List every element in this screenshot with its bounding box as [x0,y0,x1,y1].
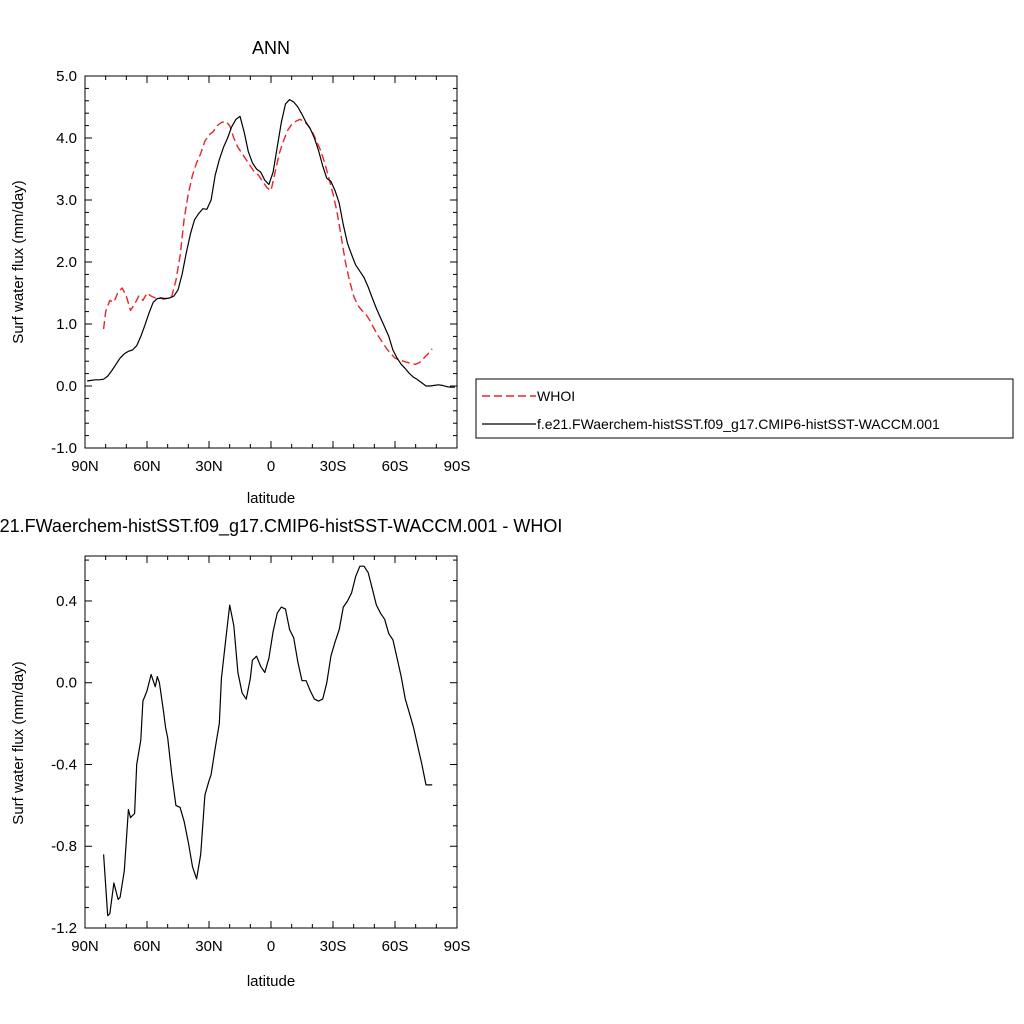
top-panel-series-line-model [87,98,455,388]
bottom-panel-x-tick-label: 30S [320,938,347,955]
bottom-panel: f.e21.FWaerchem-histSST.f09_g17.CMIP6-hi… [0,516,562,990]
top-panel-frame [84,75,458,449]
legend-box [475,378,1014,439]
bottom-panel-axes: 90N 60N 30N 0 30S 60S 90S -1.2 -0.8 -0.4 0.0 0.4 [51,556,470,955]
top-panel-y-tick-label: 4.0 [56,130,77,147]
bottom-panel-x-tick-label: 60S [382,938,409,955]
bottom-panel-x-tick-label: 30N [195,938,223,955]
bottom-panel-plot-lines [103,565,433,917]
bottom-panel-y-tick-label: 0.4 [56,593,77,610]
bottom-panel-series-line-model [103,565,433,917]
top-panel-y-tick-label: 3.0 [56,192,77,209]
bottom-panel-y-axis-label: Surf water flux (mm/day) [10,661,27,824]
bottom-panel-y-tick-label: -0.8 [51,838,77,855]
bottom-panel-x-tick-label: 60N [133,938,161,955]
top-panel-x-tick-label: 30N [195,458,223,475]
top-panel-x-tick-label: 60S [382,458,409,475]
top-panel-y-tick-label: 5.0 [56,68,77,85]
bottom-panel-x-axis-label: latitude [247,973,295,990]
legend-label-model: f.e21.FWaerchem-histSST.f09_g17.CMIP6-hi… [537,416,940,432]
top-panel-x-tick-label: 90S [444,458,471,475]
top-panel: ANN Surf water flux (mm/day) latitude 90… [10,38,470,507]
top-panel-x-tick-label: 0 [267,458,275,475]
bottom-panel-y-tick-label: -1.2 [51,920,77,937]
bottom-panel-frame [84,555,458,929]
top-panel-y-tick-label: 0.0 [56,378,77,395]
legend-label-whoi: WHOI [537,388,575,404]
bottom-panel-x-tick-label: 90S [444,938,471,955]
top-panel-y-tick-label: 2.0 [56,254,77,271]
top-panel-x-tick-label: 90N [71,458,99,475]
top-panel-plot-lines [87,98,455,388]
top-panel-x-axis-label: latitude [247,490,295,507]
bottom-panel-x-tick-label: 90N [71,938,99,955]
top-panel-x-tick-label: 60N [133,458,161,475]
legend: WHOI f.e21.FWaerchem-histSST.f09_g17.CMI… [475,378,1014,439]
top-panel-y-axis-label: Surf water flux (mm/day) [10,180,27,343]
bottom-panel-y-tick-label: -0.4 [51,756,77,773]
top-panel-y-tick-label: 1.0 [56,316,77,333]
top-panel-y-tick-label: -1.0 [51,440,77,457]
top-panel-series-line-whoi [102,118,433,365]
top-panel-x-tick-label: 30S [320,458,347,475]
top-panel-title: ANN [252,38,290,58]
top-panel-axes: 90N 60N 30N 0 30S 60S 90S -1.0 0.0 1.0 2.0 3.0 4.0 5.… [51,68,470,475]
bottom-panel-y-tick-label: 0.0 [56,675,77,692]
bottom-panel-title: f.e21.FWaerchem-histSST.f09_g17.CMIP6-hi… [0,516,562,537]
bottom-panel-x-tick-label: 0 [267,938,275,955]
